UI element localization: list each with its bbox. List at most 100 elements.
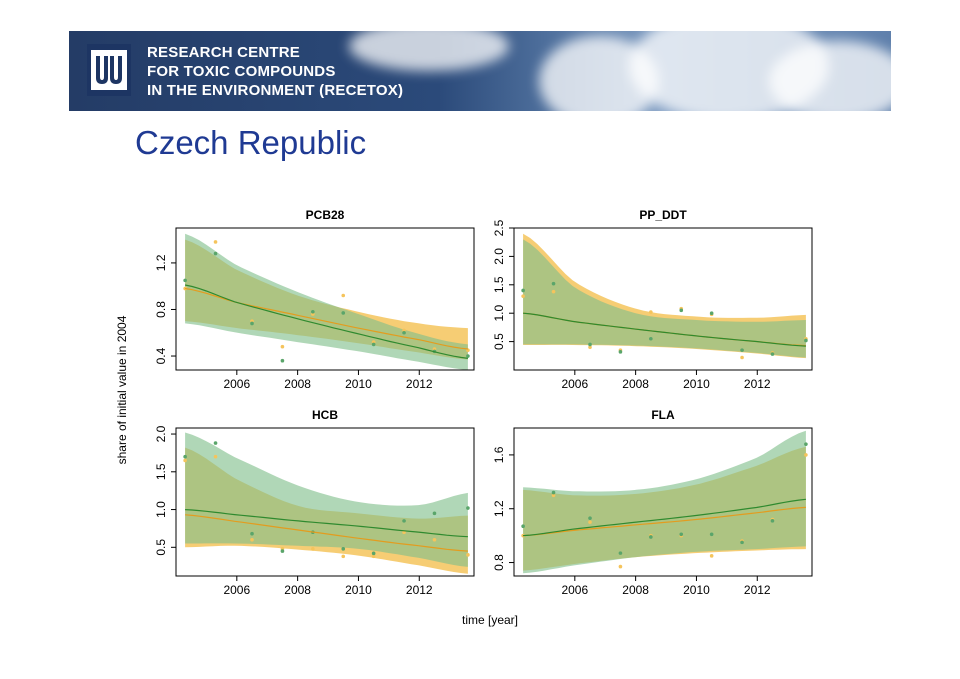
data-point-orange-pcb28-1 (213, 240, 218, 244)
x-tick-label-hcb-1: 2008 (284, 583, 311, 597)
trend-line-green-pp_ddt (523, 312, 806, 347)
x-tick-label-hcb-0: 2006 (223, 583, 250, 597)
data-point-green-pp_ddt-0 (521, 288, 525, 293)
data-point-green-pp_ddt-3 (618, 350, 623, 354)
page-title: Czech Republic (135, 124, 367, 161)
data-point-orange-pp_ddt-7 (740, 355, 744, 360)
data-point-green-fla-0 (521, 524, 525, 529)
y-tick-label-pp_ddt-4: 2.5 (492, 219, 506, 236)
y-tick-label-hcb-3: 2.0 (154, 425, 168, 442)
plot-area-hcb (183, 432, 470, 574)
x-tick-label-pp_ddt-2: 2010 (683, 377, 710, 391)
data-point-orange-hcb-0 (183, 458, 187, 463)
data-point-green-pp_ddt-5 (679, 308, 684, 313)
confidence-band-green-hcb (185, 432, 468, 567)
panel-pp_ddt: PP_DDT 2006 2008 2010 2012 0.5 1.0 1.5 2.0 2.5 (492, 208, 813, 391)
x-tick-label-pcb28-0: 2006 (223, 377, 250, 391)
muni-logo (87, 44, 131, 96)
data-point-green-fla-7 (740, 540, 744, 545)
data-point-orange-fla-9 (804, 453, 808, 457)
y-tick-label-fla-1: 1.2 (492, 500, 506, 517)
x-tick-label-pcb28-3: 2012 (406, 377, 433, 391)
x-tick-label-pcb28-1: 2008 (284, 377, 311, 391)
data-point-orange-pp_ddt-4 (649, 310, 653, 314)
panel-title-hcb: HCB (312, 408, 338, 422)
data-point-green-pp_ddt-9 (804, 338, 808, 343)
panel-fla: FLA 2006 2008 2010 2012 0.8 1.2 1.6 (492, 408, 813, 597)
data-point-orange-fla-2 (588, 520, 592, 524)
trend-line-orange-hcb (185, 514, 468, 552)
trend-line-orange-fla (523, 506, 806, 537)
data-point-green-fla-9 (804, 442, 808, 446)
x-tick-label-pp_ddt-3: 2012 (744, 377, 771, 391)
x-tick-label-hcb-2: 2010 (345, 583, 372, 597)
panel-pcb28: PCB28 2006 2008 2010 2012 0.4 0.8 1.2 (154, 208, 475, 391)
trend-line-green-pcb28 (184, 284, 468, 359)
header-banner: RESEARCH CENTRE FOR TOXIC COMPOUNDS IN T… (69, 31, 891, 111)
data-point-green-pcb28-3 (280, 358, 285, 363)
y-axis-label: share of initial value in 2004 (115, 315, 129, 464)
data-point-green-pp_ddt-8 (770, 352, 775, 356)
institution-name: RESEARCH CENTRE FOR TOXIC COMPOUNDS IN T… (147, 43, 403, 100)
data-point-green-fla-2 (588, 516, 592, 520)
data-point-green-fla-4 (649, 535, 653, 539)
data-point-orange-fla-1 (551, 493, 556, 498)
banner-line-1: RESEARCH CENTRE (147, 44, 301, 61)
y-tick-label-pp_ddt-0: 0.5 (492, 333, 506, 350)
data-point-green-pp_ddt-7 (740, 348, 744, 352)
y-tick-label-hcb-2: 1.5 (154, 463, 168, 480)
x-tick-label-fla-2: 2010 (683, 583, 710, 597)
data-point-green-fla-6 (709, 532, 714, 537)
data-point-green-hcb-7 (402, 519, 406, 523)
data-point-green-pcb28-0 (183, 278, 187, 283)
data-point-orange-hcb-8 (432, 537, 437, 542)
confidence-band-green-pp_ddt (523, 239, 806, 358)
data-point-green-fla-3 (618, 551, 623, 555)
y-tick-label-hcb-1: 1.0 (154, 501, 168, 518)
data-point-green-pcb28-6 (371, 342, 376, 347)
panel-hcb: HCB 2006 2008 2010 2012 0.5 1.0 1.5 2.0 (154, 408, 475, 597)
data-point-orange-pcb28-3 (280, 344, 285, 349)
data-point-green-fla-1 (551, 490, 556, 495)
data-point-green-pcb28-9 (466, 354, 470, 358)
y-tick-label-pcb28-1: 0.8 (154, 301, 168, 318)
data-point-orange-fla-3 (618, 564, 623, 569)
data-point-green-hcb-0 (183, 454, 187, 459)
x-tick-label-hcb-3: 2012 (406, 583, 433, 597)
y-tick-label-pp_ddt-3: 2.0 (492, 248, 506, 265)
x-tick-label-pcb28-2: 2010 (345, 377, 372, 391)
data-point-orange-pp_ddt-1 (551, 289, 556, 294)
x-tick-label-pp_ddt-1: 2008 (622, 377, 649, 391)
y-tick-label-pcb28-2: 1.2 (154, 254, 168, 271)
data-point-green-pp_ddt-2 (588, 342, 592, 347)
data-point-green-pcb28-4 (311, 310, 315, 314)
data-point-orange-fla-6 (709, 554, 714, 558)
data-point-orange-hcb-5 (341, 554, 346, 559)
panel-title-fla: FLA (651, 408, 675, 422)
confidence-band-green-fla (523, 430, 806, 574)
data-point-green-pp_ddt-1 (551, 281, 556, 286)
banner-line-3: IN THE ENVIRONMENT (RECETOX) (147, 82, 404, 99)
x-tick-label-fla-1: 2008 (622, 583, 649, 597)
y-tick-label-fla-0: 0.8 (492, 554, 506, 571)
data-point-orange-hcb-1 (213, 454, 218, 459)
data-point-orange-hcb-4 (311, 547, 315, 551)
data-point-orange-hcb-9 (466, 553, 470, 557)
banner-line-2: FOR TOXIC COMPOUNDS (147, 63, 336, 80)
panel-title-pp_ddt: PP_DDT (639, 208, 687, 222)
plot-frame-pp_ddt (513, 227, 813, 371)
y-tick-label-pp_ddt-2: 1.5 (492, 276, 506, 293)
data-point-orange-pcb28-5 (341, 293, 346, 298)
data-point-orange-pp_ddt-2 (588, 345, 592, 350)
plot-area-fla (521, 430, 808, 574)
data-point-green-hcb-3 (280, 549, 285, 553)
data-point-green-pcb28-7 (402, 330, 406, 335)
data-point-green-hcb-8 (432, 511, 437, 516)
data-point-green-pcb28-1 (213, 251, 218, 256)
data-point-orange-hcb-6 (371, 554, 376, 559)
data-point-green-pcb28-5 (341, 311, 346, 315)
plot-frame-fla (513, 427, 813, 577)
data-point-green-hcb-9 (466, 506, 470, 510)
plot-area-pp_ddt (521, 233, 808, 360)
data-point-green-hcb-6 (371, 551, 376, 556)
